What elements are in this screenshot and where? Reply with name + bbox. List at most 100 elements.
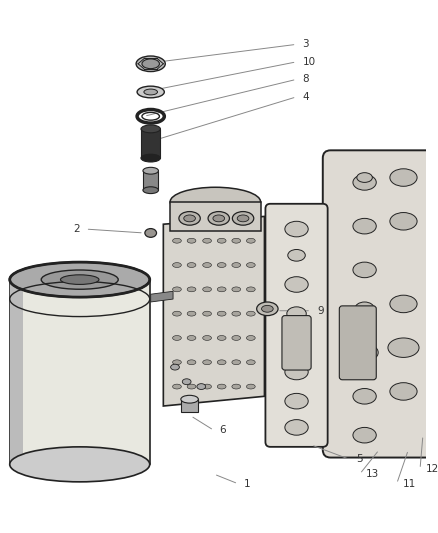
- FancyBboxPatch shape: [339, 306, 376, 380]
- Ellipse shape: [173, 360, 181, 365]
- Ellipse shape: [390, 169, 417, 187]
- Ellipse shape: [287, 307, 306, 320]
- Ellipse shape: [208, 212, 230, 225]
- Ellipse shape: [247, 336, 255, 341]
- Text: 4: 4: [302, 92, 309, 102]
- Ellipse shape: [203, 287, 212, 292]
- Ellipse shape: [353, 427, 376, 443]
- Text: 11: 11: [403, 479, 416, 489]
- Ellipse shape: [232, 360, 240, 365]
- Ellipse shape: [41, 270, 118, 289]
- Text: 5: 5: [356, 455, 363, 464]
- Ellipse shape: [141, 125, 160, 133]
- Ellipse shape: [353, 219, 376, 234]
- FancyBboxPatch shape: [323, 150, 438, 457]
- Ellipse shape: [247, 263, 255, 268]
- Ellipse shape: [144, 89, 158, 95]
- Ellipse shape: [232, 238, 240, 243]
- Ellipse shape: [285, 335, 308, 351]
- Ellipse shape: [187, 311, 196, 316]
- Ellipse shape: [357, 173, 372, 182]
- Ellipse shape: [217, 311, 226, 316]
- Ellipse shape: [187, 360, 196, 365]
- FancyBboxPatch shape: [434, 155, 438, 441]
- Text: 3: 3: [302, 39, 309, 50]
- Ellipse shape: [203, 263, 212, 268]
- Polygon shape: [10, 280, 23, 464]
- Ellipse shape: [184, 215, 195, 222]
- Ellipse shape: [247, 384, 255, 389]
- Text: 14: 14: [23, 333, 37, 343]
- Ellipse shape: [187, 287, 196, 292]
- Ellipse shape: [288, 249, 305, 261]
- Ellipse shape: [203, 384, 212, 389]
- Ellipse shape: [203, 238, 212, 243]
- Ellipse shape: [247, 311, 255, 316]
- Ellipse shape: [143, 167, 159, 174]
- Text: 1: 1: [244, 479, 251, 489]
- Ellipse shape: [351, 344, 378, 361]
- Ellipse shape: [217, 360, 226, 365]
- Ellipse shape: [232, 263, 240, 268]
- Ellipse shape: [187, 336, 196, 341]
- Ellipse shape: [217, 336, 226, 341]
- Ellipse shape: [232, 311, 240, 316]
- Ellipse shape: [137, 86, 164, 98]
- Ellipse shape: [232, 336, 240, 341]
- Ellipse shape: [203, 336, 212, 341]
- Ellipse shape: [136, 56, 165, 71]
- Ellipse shape: [285, 221, 308, 237]
- Ellipse shape: [390, 213, 417, 230]
- Ellipse shape: [60, 275, 99, 285]
- Ellipse shape: [247, 287, 255, 292]
- Text: 6: 6: [220, 425, 226, 435]
- Ellipse shape: [143, 187, 159, 193]
- Ellipse shape: [233, 212, 254, 225]
- Ellipse shape: [173, 384, 181, 389]
- Ellipse shape: [217, 287, 226, 292]
- Ellipse shape: [142, 59, 159, 69]
- Ellipse shape: [10, 447, 150, 482]
- Ellipse shape: [247, 360, 255, 365]
- Ellipse shape: [173, 238, 181, 243]
- Ellipse shape: [247, 238, 255, 243]
- Ellipse shape: [197, 384, 205, 390]
- Polygon shape: [143, 171, 159, 190]
- Ellipse shape: [10, 262, 150, 297]
- Polygon shape: [181, 399, 198, 412]
- Polygon shape: [10, 280, 150, 464]
- Ellipse shape: [203, 311, 212, 316]
- Text: 12: 12: [426, 464, 438, 474]
- Ellipse shape: [285, 419, 308, 435]
- Ellipse shape: [232, 287, 240, 292]
- Text: 8: 8: [302, 74, 309, 84]
- Polygon shape: [141, 129, 160, 158]
- Text: 13: 13: [366, 469, 379, 479]
- Ellipse shape: [217, 238, 226, 243]
- Polygon shape: [151, 292, 173, 302]
- Ellipse shape: [145, 229, 156, 237]
- Text: 10: 10: [302, 57, 315, 67]
- Ellipse shape: [388, 338, 419, 358]
- Ellipse shape: [203, 360, 212, 365]
- FancyBboxPatch shape: [282, 316, 311, 370]
- Text: 9: 9: [317, 306, 324, 316]
- Ellipse shape: [285, 393, 308, 409]
- Ellipse shape: [181, 395, 198, 403]
- Ellipse shape: [217, 384, 226, 389]
- Ellipse shape: [187, 238, 196, 243]
- Ellipse shape: [187, 263, 196, 268]
- Ellipse shape: [170, 187, 261, 216]
- Ellipse shape: [173, 287, 181, 292]
- Ellipse shape: [355, 302, 374, 316]
- Ellipse shape: [217, 263, 226, 268]
- Ellipse shape: [353, 262, 376, 278]
- Ellipse shape: [257, 302, 278, 316]
- Ellipse shape: [232, 384, 240, 389]
- Ellipse shape: [261, 305, 273, 312]
- Polygon shape: [163, 216, 265, 406]
- Ellipse shape: [390, 295, 417, 313]
- Ellipse shape: [173, 311, 181, 316]
- Ellipse shape: [285, 277, 308, 292]
- Ellipse shape: [390, 383, 417, 400]
